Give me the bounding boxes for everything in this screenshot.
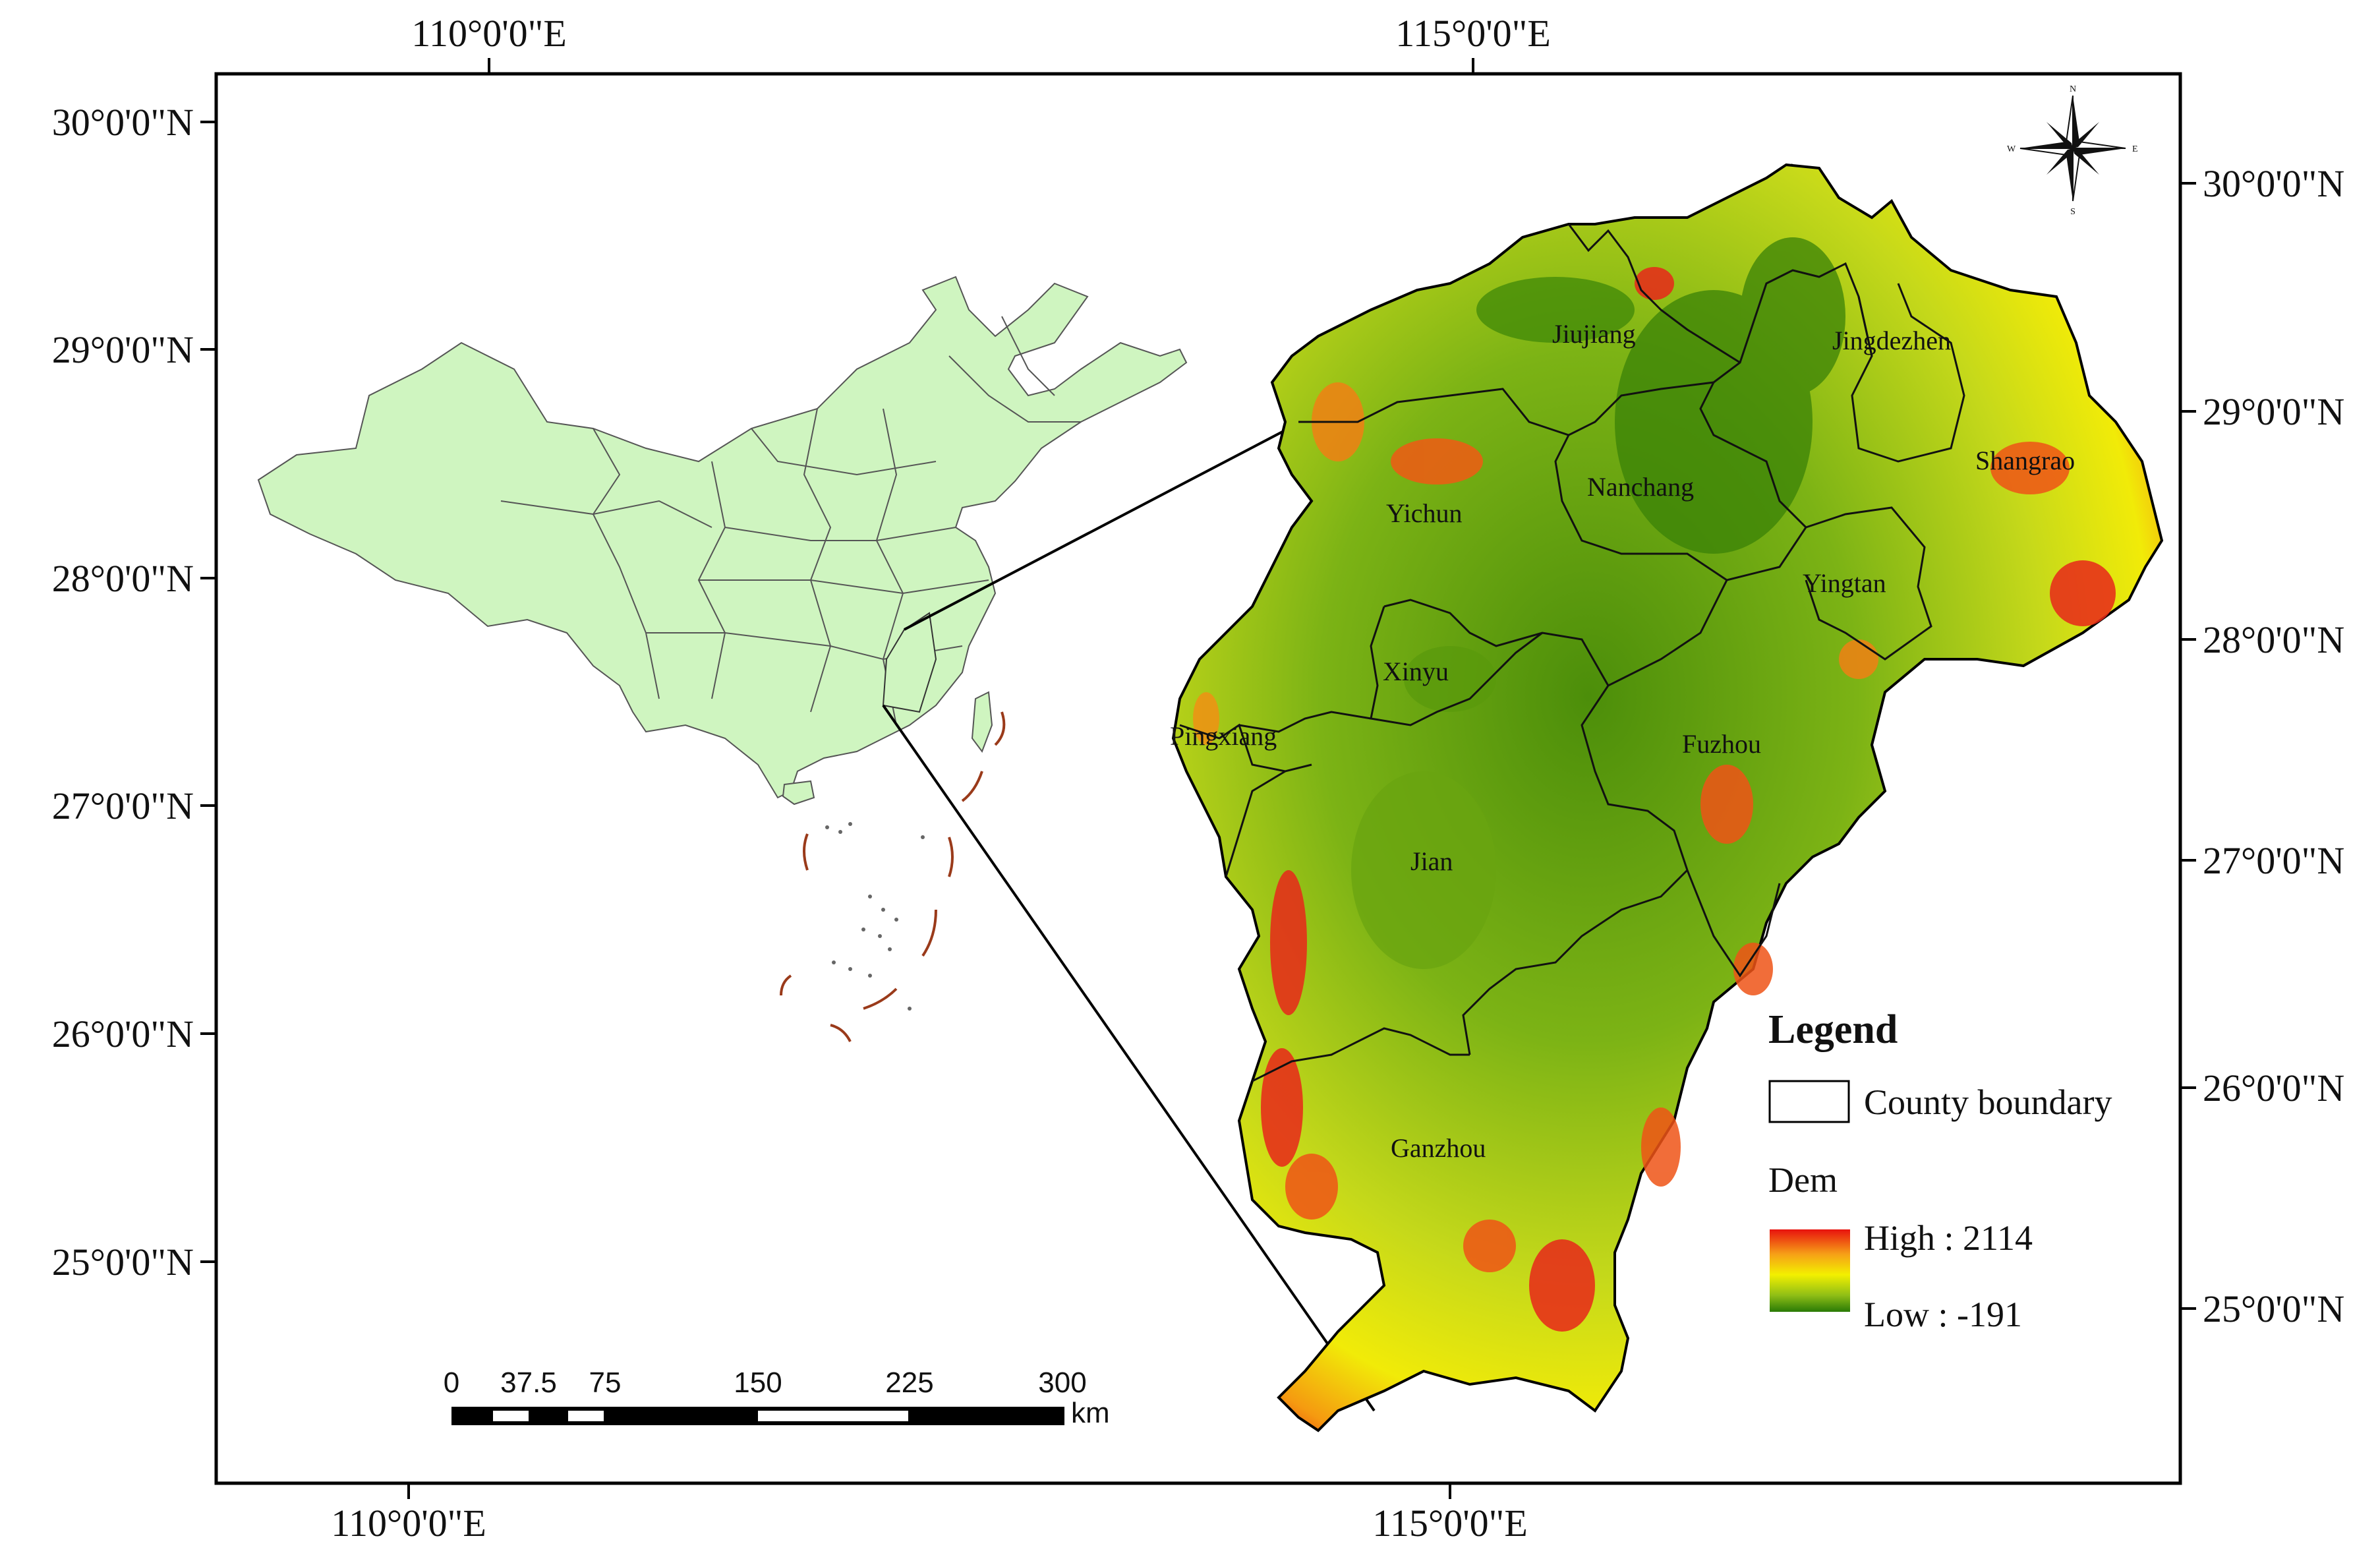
left-lat-label-30: 30°0'0"N [52, 101, 194, 144]
dem-lowland-patches [1351, 237, 1845, 969]
map-frame [214, 72, 2182, 1485]
china-inset-map [257, 276, 1188, 1042]
longitude-ticks [407, 58, 1474, 1499]
scale-tick-0: 0 [444, 1367, 459, 1399]
city-label-pingxiang: Pingxiang [1170, 721, 1277, 751]
china-outline [257, 276, 1188, 799]
scale-tick-300: 300 [1038, 1367, 1086, 1399]
jiangxi-location-marker [882, 612, 937, 713]
compass-n: N [2070, 84, 2076, 94]
top-lon-label-110: 110°0'0"E [411, 12, 567, 55]
city-label-jian: Jian [1410, 846, 1453, 876]
scale-tick-37-5: 37.5 [500, 1367, 557, 1399]
top-lon-label-115: 115°0'0"E [1395, 12, 1551, 55]
dem-highland-patches [1193, 267, 2116, 1332]
city-label-jiujiang: Jiujiang [1552, 319, 1636, 349]
taiwan [971, 691, 993, 753]
city-label-nanchang: Nanchang [1587, 472, 1694, 502]
jiangxi-dem-map: Jiujiang Jingdezhen Shangrao Nanchang Yi… [1170, 163, 2164, 1432]
south-china-sea-islands [825, 822, 925, 1011]
city-label-yichun: Yichun [1386, 498, 1463, 528]
right-lat-label-30: 30°0'0"N [2203, 162, 2344, 205]
city-label-yingtan: Yingtan [1803, 568, 1886, 598]
left-lat-label-25: 25°0'0"N [52, 1241, 194, 1283]
right-lat-label-25: 25°0'0"N [2203, 1287, 2344, 1330]
legend-title: Legend [1768, 1007, 1898, 1052]
city-boundaries [1179, 223, 1965, 1082]
north-arrow-compass: N S E W [2007, 84, 2138, 217]
dem-color-ramp [1770, 1229, 1850, 1312]
scale-unit: km [1071, 1397, 1110, 1429]
right-lat-label-27: 27°0'0"N [2203, 839, 2344, 882]
right-lat-label-29: 29°0'0"N [2203, 390, 2344, 433]
right-lat-label-26: 26°0'0"N [2203, 1067, 2344, 1109]
latitude-ticks [200, 121, 2196, 1310]
dem-label: Dem [1768, 1160, 1838, 1200]
compass-e: E [2132, 144, 2138, 154]
bottom-lon-label-115: 115°0'0"E [1372, 1502, 1528, 1545]
south-china-sea-boundary [780, 711, 1006, 1042]
city-label-jingdezhen: Jingdezhen [1832, 326, 1951, 355]
left-lat-label-29: 29°0'0"N [52, 328, 194, 371]
city-label-ganzhou: Ganzhou [1391, 1133, 1486, 1163]
dem-high-label: High : 2114 [1864, 1218, 2033, 1258]
compass-s: S [2070, 207, 2075, 217]
city-label-shangrao: Shangrao [1975, 446, 2075, 475]
right-lat-label-28: 28°0'0"N [2203, 618, 2344, 661]
left-lat-label-26: 26°0'0"N [52, 1013, 194, 1055]
hainan [782, 780, 815, 806]
bottom-lon-label-110: 110°0'0"E [331, 1502, 486, 1545]
compass-w: W [2007, 144, 2016, 154]
city-label-fuzhou: Fuzhou [1682, 729, 1761, 759]
map-legend: Legend County boundary Dem High : 2114 L… [1768, 1007, 2112, 1334]
scale-tick-225: 225 [885, 1367, 933, 1399]
city-label-xinyu: Xinyu [1383, 657, 1449, 686]
dem-low-label: Low : -191 [1864, 1295, 2022, 1334]
county-boundary-label: County boundary [1864, 1082, 2112, 1122]
scale-tick-150: 150 [734, 1367, 782, 1399]
county-boundary-swatch [1768, 1080, 1850, 1123]
left-lat-label-27: 27°0'0"N [52, 784, 194, 827]
scale-tick-75: 75 [589, 1367, 622, 1399]
scale-bar: 0 37.5 75 150 225 300 km [444, 1367, 1110, 1429]
left-lat-label-28: 28°0'0"N [52, 557, 194, 600]
